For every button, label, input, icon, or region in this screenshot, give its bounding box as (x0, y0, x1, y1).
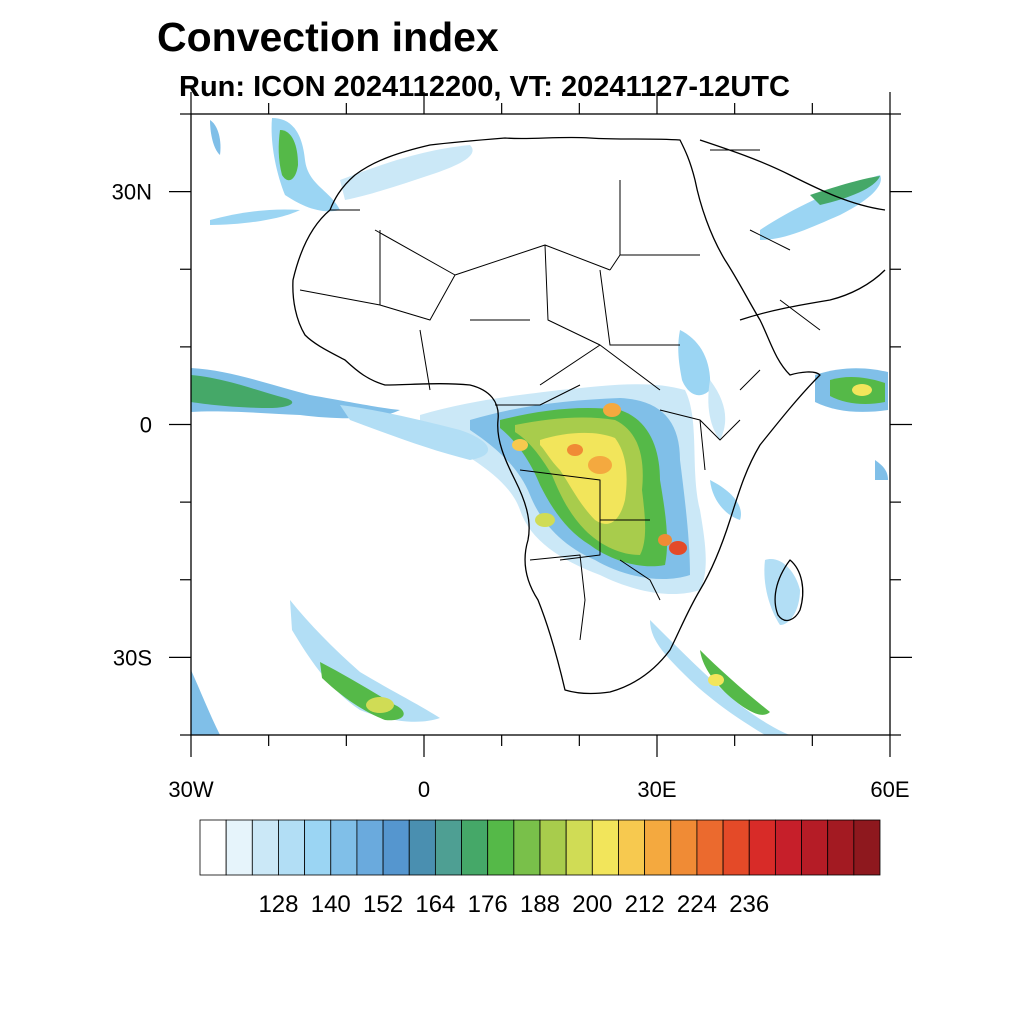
colorbar-swatch (853, 819, 881, 876)
colorbar-swatch (408, 819, 436, 876)
colorbar-swatch (827, 819, 855, 876)
y-tick-label: 30N (112, 180, 152, 205)
x-tick-label: 30W (168, 777, 213, 802)
colorbar-label: 212 (625, 891, 665, 918)
south-atlantic-convection (191, 460, 888, 735)
colorbar-swatch (618, 819, 646, 876)
colorbar-swatch (748, 819, 776, 876)
northwest-convection (210, 118, 473, 225)
colorbar-swatch (434, 819, 462, 876)
colorbar-swatch (382, 819, 410, 876)
atlantic-convection (191, 368, 489, 460)
colorbar-swatch (591, 819, 619, 876)
colorbar-label: 200 (572, 891, 612, 918)
colorbar-swatch (278, 819, 306, 876)
madagascar-convection (710, 480, 800, 625)
colorbar-label: 188 (520, 891, 560, 918)
coastlines-and-borders (292, 136, 886, 695)
colorbar-label: 164 (415, 891, 455, 918)
colorbar-swatch (565, 819, 593, 876)
x-tick-label: 60E (870, 777, 909, 802)
map-title: Convection index (157, 14, 499, 60)
colorbar-swatch (225, 819, 253, 876)
convection-field (191, 118, 888, 735)
east-africa-convection (678, 330, 726, 440)
axis-tick-labels: 30W 0 30E 60E 30N 0 30S (112, 180, 910, 802)
y-tick-label: 0 (140, 413, 152, 438)
arabia-convection (760, 175, 888, 412)
colorbar-swatch (330, 819, 358, 876)
colorbar-swatch (251, 819, 279, 876)
x-tick-label: 30E (637, 777, 676, 802)
map-subtitle: Run: ICON 2024112200, VT: 20241127-12UTC (179, 71, 790, 103)
y-tick-label: 30S (113, 645, 152, 670)
colorbar-swatch (774, 819, 802, 876)
colorbar-label: 176 (468, 891, 508, 918)
colorbar-label: 236 (729, 891, 769, 918)
colorbar-swatch (696, 819, 724, 876)
colorbar-swatch (539, 819, 567, 876)
central-africa-convection (420, 384, 706, 595)
colorbar-swatch (487, 819, 515, 876)
colorbar-swatch (670, 819, 698, 876)
colorbar-label: 128 (258, 891, 298, 918)
madagascar-coastline (774, 559, 804, 622)
colorbar-swatch (199, 819, 227, 876)
africa-coastline (292, 136, 821, 695)
axis-ticks (169, 92, 912, 757)
colorbar-swatch (356, 819, 384, 876)
colorbar (199, 819, 881, 876)
colorbar-label: 224 (677, 891, 717, 918)
colorbar-swatch (722, 819, 750, 876)
colorbar-swatch (461, 819, 489, 876)
colorbar-label: 140 (311, 891, 351, 918)
colorbar-swatch (304, 819, 332, 876)
colorbar-swatch (644, 819, 672, 876)
x-tick-label: 0 (418, 777, 430, 802)
colorbar-swatch (513, 819, 541, 876)
colorbar-label: 152 (363, 891, 403, 918)
country-borders (299, 149, 821, 641)
colorbar-swatch (801, 819, 829, 876)
colorbar-labels: 128 140 152 164 176 188 200 212 224 236 (258, 891, 769, 918)
